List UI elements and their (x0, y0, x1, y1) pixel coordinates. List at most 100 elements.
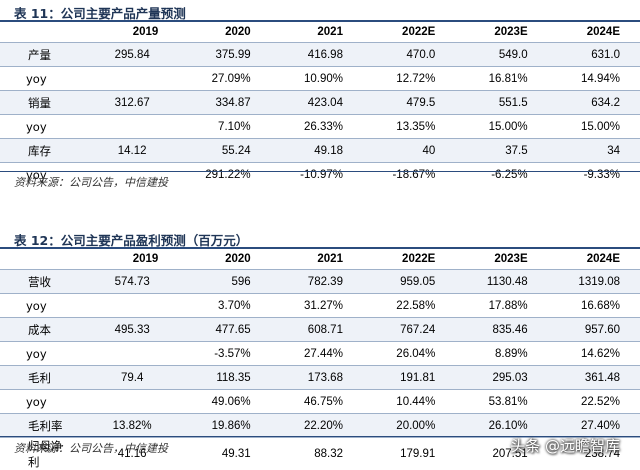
table-cell: 479.5 (363, 91, 455, 115)
table-cell: 10.44% (363, 390, 455, 414)
table-cell: 8.89% (455, 342, 547, 366)
watermark: 头条 @远瞻智库 (510, 435, 620, 456)
table-cell: 361.48 (548, 366, 640, 390)
table-cell: 312.67 (86, 91, 178, 115)
header-year-cell: 2022E (363, 249, 455, 270)
table-cell: 20.00% (363, 414, 455, 438)
table-cell: 1130.48 (455, 270, 547, 294)
table-cell: 16.68% (548, 294, 640, 318)
table-cell: 49.31 (178, 438, 270, 470)
table-cell: 551.5 (455, 91, 547, 115)
header-year-cell: 2021 (271, 22, 363, 43)
header-label-cell (0, 22, 86, 43)
table-cell: 49.18 (271, 139, 363, 163)
table-cell: 14.62% (548, 342, 640, 366)
table-cell: 55.24 (178, 139, 270, 163)
table-cell: 549.0 (455, 43, 547, 67)
header-year-cell: 2024E (548, 22, 640, 43)
row-label: yoy (0, 342, 86, 366)
table-cell: 31.27% (271, 294, 363, 318)
table-cell: 17.88% (455, 294, 547, 318)
table-11-bottom-rule (0, 171, 640, 172)
table-cell: -10.97% (271, 163, 363, 187)
table-cell: -9.33% (548, 163, 640, 187)
table-cell: 14.12 (86, 139, 178, 163)
row-label: 毛利 (0, 366, 86, 390)
table-cell: 19.86% (178, 414, 270, 438)
table-cell: 7.10% (178, 115, 270, 139)
table-11-source: 资料来源：公司公告，中信建投 (14, 174, 168, 190)
table-cell: 27.09% (178, 67, 270, 91)
table-cell: 423.04 (271, 91, 363, 115)
table-cell: 46.75% (271, 390, 363, 414)
table-cell: 295.03 (455, 366, 547, 390)
table-cell: 495.33 (86, 318, 178, 342)
table-cell: 22.52% (548, 390, 640, 414)
table-cell: 49.06% (178, 390, 270, 414)
table-cell (86, 390, 178, 414)
table-cell: 291.22% (178, 163, 270, 187)
row-label: 库存 (0, 139, 86, 163)
table-cell: 295.84 (86, 43, 178, 67)
table-cell: 13.82% (86, 414, 178, 438)
table-cell: 1319.08 (548, 270, 640, 294)
row-label: 销量 (0, 91, 86, 115)
header-year-cell: 2021 (271, 249, 363, 270)
header-year-cell: 2023E (455, 22, 547, 43)
table-cell: 631.0 (548, 43, 640, 67)
table-cell: 22.20% (271, 414, 363, 438)
header-year-cell: 2020 (178, 249, 270, 270)
header-label-cell (0, 249, 86, 270)
table-cell: 14.94% (548, 67, 640, 91)
table-cell: 40 (363, 139, 455, 163)
table-cell: 596 (178, 270, 270, 294)
table-cell: 15.00% (548, 115, 640, 139)
table-cell: 173.68 (271, 366, 363, 390)
header-year-cell: 2019 (86, 22, 178, 43)
table-cell: 118.35 (178, 366, 270, 390)
table-cell: 12.72% (363, 67, 455, 91)
row-label: yoy (0, 294, 86, 318)
row-label: yoy (0, 67, 86, 91)
header-year-cell: 2023E (455, 249, 547, 270)
table-cell: -18.67% (363, 163, 455, 187)
table-cell (86, 67, 178, 91)
header-year-cell: 2022E (363, 22, 455, 43)
header-year-cell: 2019 (86, 249, 178, 270)
header-year-cell: 2020 (178, 22, 270, 43)
table-cell: 334.87 (178, 91, 270, 115)
table-cell: 34 (548, 139, 640, 163)
table-cell: 782.39 (271, 270, 363, 294)
table-cell: 53.81% (455, 390, 547, 414)
table-cell: 191.81 (363, 366, 455, 390)
table-cell: 634.2 (548, 91, 640, 115)
table-cell: 959.05 (363, 270, 455, 294)
row-label: 成本 (0, 318, 86, 342)
table-cell: 416.98 (271, 43, 363, 67)
row-label: 营收 (0, 270, 86, 294)
row-label: yoy (0, 115, 86, 139)
table-cell (86, 294, 178, 318)
table-cell: 26.33% (271, 115, 363, 139)
table-cell: 16.81% (455, 67, 547, 91)
row-label: 毛利率 (0, 414, 86, 438)
table-cell: 88.32 (271, 438, 363, 470)
table-cell: 375.99 (178, 43, 270, 67)
table-cell: 26.04% (363, 342, 455, 366)
header-year-cell: 2024E (548, 249, 640, 270)
table-cell: 27.40% (548, 414, 640, 438)
table-cell: 179.91 (363, 438, 455, 470)
table-cell: 3.70% (178, 294, 270, 318)
